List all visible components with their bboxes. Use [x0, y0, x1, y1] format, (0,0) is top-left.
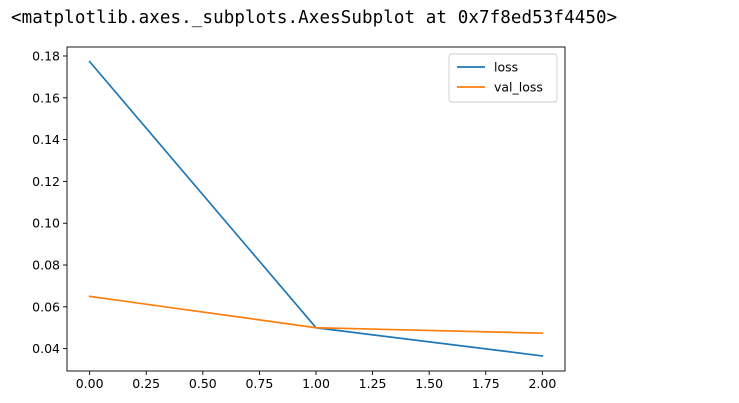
x-tick-label: 0.75	[245, 376, 273, 391]
legend-box	[448, 53, 558, 103]
cell-output-text: <matplotlib.axes._subplots.AxesSubplot a…	[11, 8, 618, 28]
series-line-val-loss	[88, 295, 544, 335]
x-tick-label: 1.00	[302, 376, 330, 391]
x-tick-label: 2.00	[528, 376, 556, 391]
x-tick-label: 1.75	[472, 376, 500, 391]
x-tick-label: 1.50	[415, 376, 443, 391]
x-tick-label: 0.50	[189, 376, 217, 391]
y-tick-label: 0.06	[32, 299, 60, 314]
y-tick-label: 0.14	[32, 132, 60, 147]
y-tick-label: 0.18	[32, 48, 60, 63]
y-tick-label: 0.12	[32, 174, 60, 189]
y-tick-label: 0.10	[32, 216, 60, 231]
legend-label-val-loss: val_loss	[494, 80, 543, 95]
y-tick-label: 0.08	[32, 258, 60, 273]
x-tick-label: 0.25	[132, 376, 160, 391]
y-tick-label: 0.16	[32, 90, 60, 105]
legend-label-loss: loss	[494, 60, 518, 75]
x-tick-label: 0.00	[76, 376, 104, 391]
y-tick-label: 0.04	[32, 341, 60, 356]
x-tick-label: 1.25	[359, 376, 387, 391]
